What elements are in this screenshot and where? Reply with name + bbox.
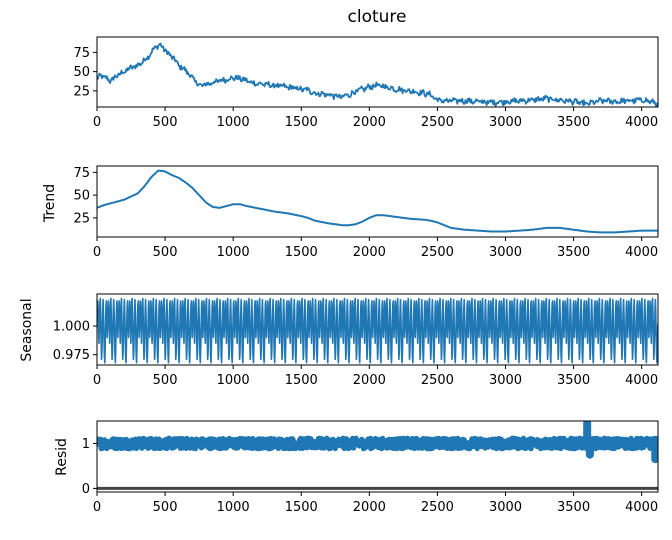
resid-xtick-label: 1500: [285, 500, 318, 515]
seasonal-xtick-label: 4000: [625, 373, 658, 388]
seasonal-xtick-label: 0: [93, 373, 101, 388]
observed-xtick-label: 3500: [557, 115, 590, 130]
trend-xtick-label: 3500: [557, 245, 590, 260]
seasonal-ytick-label: 1.000: [53, 320, 90, 335]
trend-xtick-label: 2500: [421, 245, 454, 260]
observed-xtick-label: 2500: [421, 115, 454, 130]
seasonal-axes-frame: [96, 293, 659, 366]
trend-panel: Trend 0 500 1000 1500 2000 2500 3000 3500 4000 25…: [42, 165, 659, 260]
observed-ytick-label: 75: [73, 46, 90, 61]
resid-ytick-label: 0: [82, 482, 90, 497]
observed-xtick-label: 1500: [285, 115, 318, 130]
seasonal-ylabel: Seasonal: [19, 298, 35, 361]
trend-xtick-label: 1500: [285, 245, 318, 260]
trend-ylabel: Trend: [42, 184, 58, 223]
trend-xtick-label: 500: [153, 245, 178, 260]
resid-ytick-label: 1: [82, 437, 90, 452]
trend-ytick-label: 50: [73, 189, 90, 204]
observed-ytick-label: 50: [73, 65, 90, 80]
resid-xtick-label: 4000: [625, 500, 658, 515]
trend-series-line: [97, 169, 658, 234]
resid-xtick-label: 0: [93, 500, 101, 515]
chart-title: cloture: [348, 7, 407, 27]
resid-xtick-label: 3000: [489, 500, 522, 515]
seasonal-xtick-label: 2500: [421, 373, 454, 388]
seasonal-series-line: [97, 297, 658, 364]
resid-series-band: [97, 435, 658, 452]
observed-xtick-label: 3000: [489, 115, 522, 130]
seasonal-ytick-label: 0.975: [53, 348, 90, 363]
observed-xtick-label: 500: [153, 115, 178, 130]
trend-axes-frame: [96, 165, 659, 238]
seasonal-panel: Seasonal 0 500 1000 1500 2000 2500 3000 3500 400…: [19, 293, 659, 388]
observed-panel: 0 500 1000 1500 2000 2500 3000 3500 4000 25 50 75: [73, 36, 659, 130]
trend-xtick-label: 4000: [625, 245, 658, 260]
trend-xtick-label: 1000: [217, 245, 250, 260]
trend-ytick-label: 25: [73, 211, 90, 226]
observed-xtick-label: 0: [93, 115, 101, 130]
observed-axes-frame: [96, 36, 659, 108]
trend-xtick-label: 0: [93, 245, 101, 260]
resid-panel: Resid 0 500 1000 1500 2000 2500 3000 3500 4000 0 1: [54, 420, 659, 515]
seasonal-xtick-label: 1500: [285, 373, 318, 388]
observed-series-line: [97, 42, 658, 107]
observed-xtick-label: 1000: [217, 115, 250, 130]
resid-xtick-label: 2500: [421, 500, 454, 515]
trend-ytick-label: 75: [73, 166, 90, 181]
trend-xtick-label: 2000: [353, 245, 386, 260]
resid-xtick-label: 500: [153, 500, 178, 515]
resid-xtick-label: 1000: [217, 500, 250, 515]
resid-axes-frame: [96, 420, 659, 493]
observed-xtick-label: 2000: [353, 115, 386, 130]
seasonal-xtick-label: 500: [153, 373, 178, 388]
resid-xtick-label: 2000: [353, 500, 386, 515]
seasonal-xtick-label: 2000: [353, 373, 386, 388]
seasonal-xtick-label: 1000: [217, 373, 250, 388]
seasonal-xtick-label: 3000: [489, 373, 522, 388]
resid-xtick-label: 3500: [557, 500, 590, 515]
resid-ylabel: Resid: [54, 438, 70, 476]
observed-ytick-label: 25: [73, 84, 90, 99]
observed-xtick-label: 4000: [625, 115, 658, 130]
trend-xtick-label: 3000: [489, 245, 522, 260]
seasonal-xtick-label: 3500: [557, 373, 590, 388]
